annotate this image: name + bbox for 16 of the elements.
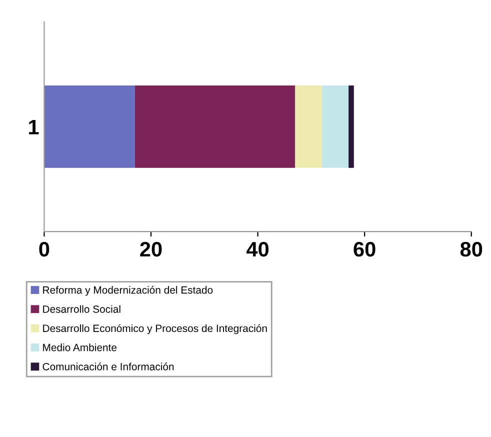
y-tick-label: 1 bbox=[29, 120, 39, 134]
x-tick-label: 20 bbox=[140, 242, 162, 257]
bar bbox=[134, 86, 296, 168]
legend-label: Reforma y Modernización del Estado bbox=[43, 286, 213, 296]
legend-label: Medio Ambiente bbox=[43, 344, 116, 352]
bar bbox=[322, 86, 349, 168]
bar bbox=[295, 86, 322, 168]
x-tick-label: 60 bbox=[354, 242, 376, 257]
x-tick-label: 0 bbox=[39, 242, 50, 257]
x-tick-label: 80 bbox=[460, 242, 482, 257]
legend-label: Desarrollo Económico y Procesos de Integración bbox=[43, 324, 267, 334]
legend-label: Desarrollo Social bbox=[43, 305, 120, 313]
bar bbox=[44, 86, 135, 168]
x-tick-label: 40 bbox=[246, 242, 269, 257]
legend-label: Comunicación e Información bbox=[42, 362, 174, 370]
bar bbox=[348, 86, 354, 168]
